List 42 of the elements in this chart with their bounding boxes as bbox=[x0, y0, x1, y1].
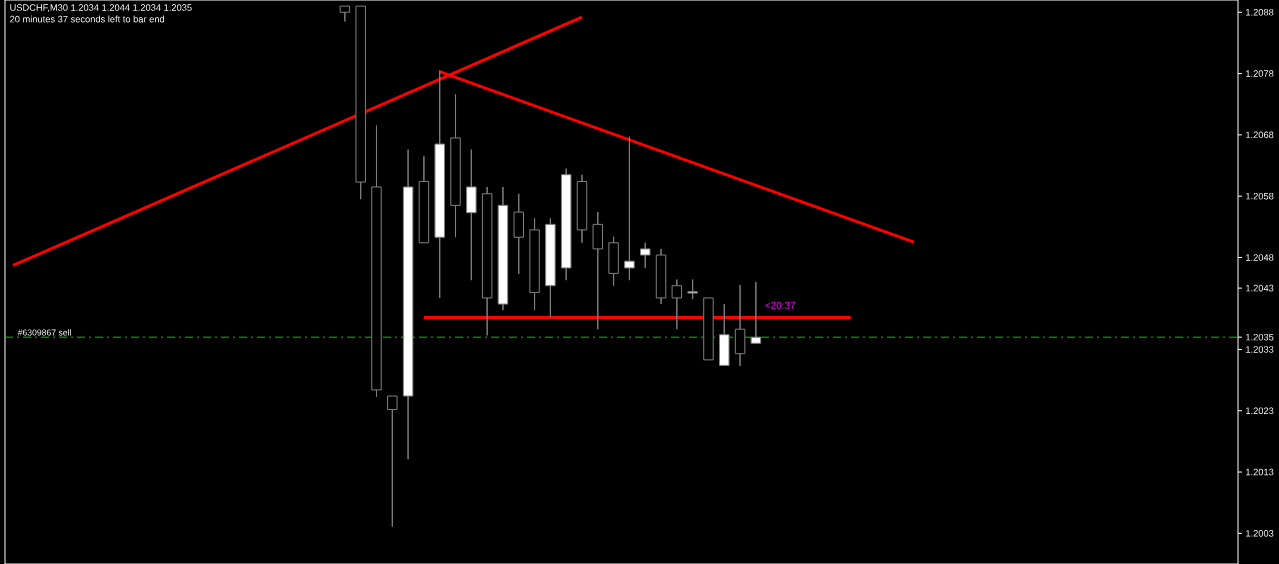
y-tick-label: 1.2043 bbox=[1246, 284, 1274, 292]
y-tick-label: 1.2078 bbox=[1246, 70, 1274, 77]
y-tick-label: 1.2058 bbox=[1246, 192, 1274, 200]
candlestick bbox=[402, 149, 414, 460]
candlestick bbox=[624, 136, 635, 281]
candlestick bbox=[750, 281, 762, 344]
candlestick bbox=[339, 5, 351, 22]
text: 20 minutes 37 seconds left to bar end bbox=[10, 15, 165, 23]
candlestick bbox=[734, 284, 746, 367]
candlestick bbox=[655, 248, 667, 305]
candlestick bbox=[719, 303, 730, 366]
candlestick bbox=[466, 149, 477, 281]
candlestick bbox=[371, 125, 382, 398]
candlestick bbox=[545, 217, 556, 318]
annotation: <20:37 bbox=[765, 301, 796, 309]
y-tick-label: 1.2003 bbox=[1246, 530, 1274, 537]
candlestick bbox=[529, 217, 540, 311]
candlestick bbox=[497, 186, 509, 311]
y-tick-label: 1.2023 bbox=[1246, 407, 1274, 415]
candlestick bbox=[576, 174, 588, 244]
candlestick bbox=[387, 395, 398, 528]
ref-line-label: #6309867 sell bbox=[17, 329, 71, 336]
candlestick bbox=[687, 279, 698, 300]
candlestick bbox=[434, 70, 445, 299]
chart-title: USDCHF,M30 1.2034 1.2044 1.2034 1.2035 bbox=[10, 4, 192, 12]
y-tick-label: 1.2048 bbox=[1246, 254, 1274, 261]
candlestick bbox=[703, 297, 714, 361]
candlestick bbox=[560, 168, 572, 281]
y-tick-label: 1.2088 bbox=[1246, 8, 1274, 16]
y-tick-label: 1.2035 bbox=[1246, 333, 1274, 341]
candlestick bbox=[450, 93, 461, 238]
candlestick bbox=[355, 5, 366, 200]
candlestick bbox=[592, 211, 604, 330]
candlestick bbox=[481, 186, 493, 336]
y-tick-label: 1.2068 bbox=[1246, 131, 1274, 139]
candlestick bbox=[671, 279, 683, 330]
candlestick bbox=[639, 242, 651, 269]
y-tick-label: 1.2033 bbox=[1246, 346, 1274, 353]
candlestick bbox=[418, 155, 430, 244]
candlestick bbox=[513, 193, 524, 275]
y-tick-label: 1.2013 bbox=[1246, 468, 1274, 476]
candlestick bbox=[608, 236, 619, 287]
